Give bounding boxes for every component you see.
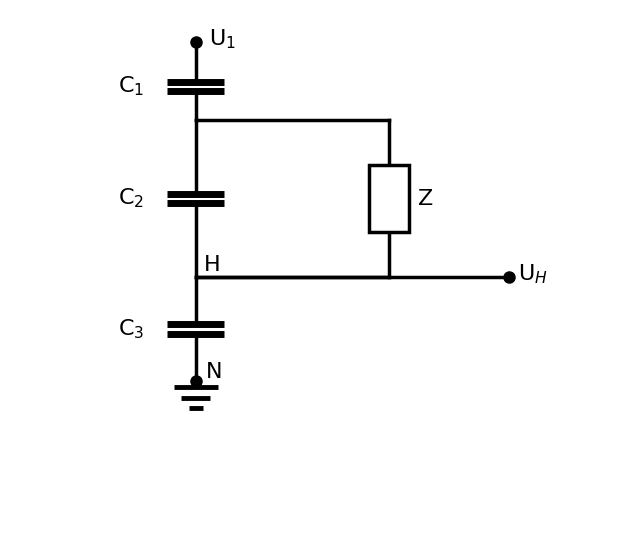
Text: C$_1$: C$_1$ <box>117 74 143 98</box>
Text: H: H <box>204 255 220 275</box>
Text: U$_H$: U$_H$ <box>518 262 548 286</box>
Text: C$_3$: C$_3$ <box>117 317 144 340</box>
Text: N: N <box>206 362 223 382</box>
Bar <box>369 165 409 232</box>
Text: C$_2$: C$_2$ <box>117 187 143 210</box>
Text: U$_1$: U$_1$ <box>209 28 236 52</box>
Text: Z: Z <box>418 188 433 209</box>
